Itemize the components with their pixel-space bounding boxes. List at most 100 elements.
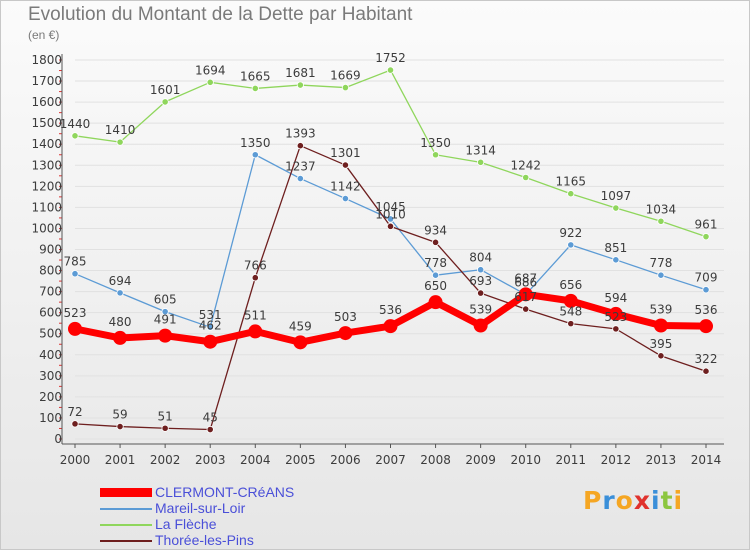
data-label: 59 — [112, 408, 127, 422]
data-label: 480 — [109, 315, 132, 329]
data-point — [386, 215, 395, 223]
data-point — [702, 286, 710, 294]
data-point — [71, 132, 79, 140]
data-label: 934 — [424, 223, 447, 237]
data-point — [431, 238, 440, 246]
data-label: 1034 — [646, 202, 677, 216]
x-tick-label: 2011 — [556, 453, 587, 467]
legend-swatch — [100, 488, 152, 497]
data-point — [341, 83, 350, 92]
data-label: 1665 — [240, 69, 271, 83]
data-point — [657, 352, 665, 360]
data-label: 1242 — [510, 158, 541, 172]
data-point — [251, 84, 259, 93]
data-point — [522, 305, 530, 313]
grid — [75, 59, 724, 440]
data-point — [113, 330, 128, 345]
data-point — [341, 194, 350, 203]
data-label: 1752 — [375, 51, 406, 65]
x-tick-label: 2012 — [601, 453, 632, 467]
legend-label: Mareil-sur-Loir — [155, 500, 246, 516]
data-label: 1440 — [60, 117, 91, 131]
data-point — [116, 422, 124, 431]
data-label: 1410 — [105, 123, 136, 137]
legend-swatch — [100, 524, 152, 526]
data-point — [116, 289, 124, 297]
logo-letter: i — [673, 486, 684, 515]
y-tick-label: 700 — [39, 285, 62, 299]
legend-label: La Flèche — [155, 516, 217, 532]
logo-letter: r — [602, 486, 616, 515]
data-label: 536 — [379, 303, 402, 317]
data-label: 395 — [649, 337, 672, 351]
data-label: 766 — [244, 259, 267, 273]
data-point — [251, 274, 259, 282]
y-tick-label: 100 — [39, 411, 62, 425]
data-label: 491 — [154, 313, 177, 327]
data-label: 1097 — [601, 189, 632, 203]
data-point — [657, 217, 665, 225]
data-point — [653, 318, 668, 333]
x-tick-label: 2007 — [375, 453, 406, 467]
data-point — [68, 321, 82, 336]
data-point — [71, 270, 79, 278]
x-tick-label: 2004 — [240, 453, 271, 467]
data-point — [567, 320, 575, 328]
logo-letter: x — [633, 486, 651, 515]
data-label: 922 — [559, 226, 582, 240]
data-point — [161, 308, 169, 316]
y-tick-label: 500 — [39, 327, 62, 341]
data-label: 687 — [514, 271, 537, 285]
data-label: 72 — [67, 405, 82, 419]
data-point — [386, 66, 395, 74]
data-point — [206, 78, 214, 86]
data-point — [563, 293, 578, 308]
data-label: 605 — [154, 293, 177, 307]
data-label: 539 — [469, 303, 492, 317]
data-point — [612, 204, 620, 212]
data-label: 617 — [514, 290, 537, 304]
x-tick-label: 2013 — [646, 453, 677, 467]
logo-letter: o — [615, 486, 634, 515]
data-point — [383, 319, 398, 334]
x-tick-label: 2003 — [195, 453, 226, 467]
data-point — [473, 318, 488, 333]
data-point — [699, 319, 713, 334]
data-label: 1314 — [465, 143, 496, 157]
data-point — [161, 424, 169, 432]
data-label: 709 — [695, 271, 718, 285]
y-tick-label: 0 — [54, 432, 62, 446]
data-point — [702, 367, 710, 375]
data-point — [248, 324, 263, 339]
data-label: 1601 — [150, 83, 181, 97]
y-tick-label: 1100 — [31, 200, 62, 214]
data-point — [71, 420, 79, 428]
data-point — [518, 287, 533, 302]
data-label: 523 — [64, 306, 87, 320]
data-point — [341, 161, 350, 169]
data-label: 531 — [199, 308, 222, 322]
logo-letter: i — [651, 486, 661, 515]
data-label: 656 — [559, 278, 582, 292]
data-label: 539 — [649, 303, 672, 317]
data-label: 785 — [64, 255, 87, 269]
data-label: 536 — [695, 303, 718, 317]
data-point — [567, 190, 575, 198]
data-label: 1010 — [375, 207, 406, 221]
x-tick-label: 2014 — [691, 453, 722, 467]
data-point — [428, 295, 443, 310]
data-label: 1393 — [285, 127, 316, 141]
data-label: 1669 — [330, 69, 361, 83]
data-point — [293, 335, 308, 350]
data-point — [158, 328, 173, 343]
data-label: 548 — [559, 305, 582, 319]
data-point — [522, 173, 530, 182]
x-tick-label: 2010 — [510, 453, 541, 467]
x-tick-label: 2002 — [150, 453, 181, 467]
unit-label: (en €) — [28, 28, 60, 42]
legend-label: CLERMONT-CRéANS — [155, 484, 295, 500]
series-lines — [68, 66, 713, 434]
data-label: 1142 — [330, 180, 361, 194]
